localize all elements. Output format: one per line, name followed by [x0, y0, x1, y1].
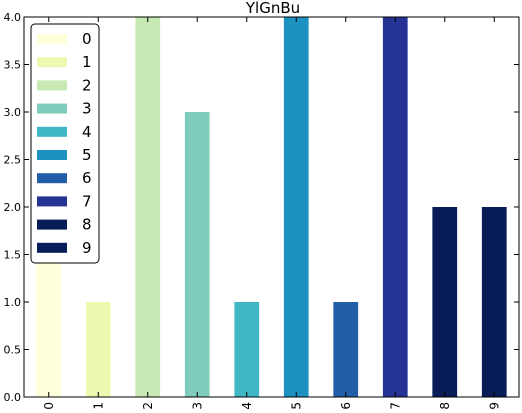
legend-swatch-7 [37, 196, 67, 207]
bar-2 [135, 17, 161, 397]
legend-label: 1 [82, 53, 92, 71]
x-tick-label: 4 [240, 402, 254, 410]
y-tick-label: 1.5 [4, 249, 22, 262]
y-tick-label: 3.0 [4, 106, 22, 119]
legend-label: 2 [82, 76, 92, 94]
y-axis: 0.0 0.5 1.0 1.5 2.0 2.5 3.0 3.5 4.0 [4, 11, 519, 404]
y-tick-label: 1.0 [4, 296, 22, 309]
legend-swatch-8 [37, 219, 67, 230]
x-tick-label: 8 [438, 402, 452, 410]
legend-swatch-3 [37, 103, 67, 114]
x-tick-label: 3 [190, 402, 204, 410]
bar-3 [184, 112, 210, 397]
legend-swatch-6 [37, 173, 67, 184]
legend-label: 0 [82, 30, 92, 48]
legend-label: 9 [82, 239, 92, 257]
y-tick-label: 4.0 [4, 11, 22, 24]
legend-label: 6 [82, 169, 92, 187]
bar-7 [382, 17, 408, 397]
chart-title: YlGnBu [245, 0, 300, 17]
legend-swatch-9 [37, 242, 67, 253]
legend-label: 3 [82, 100, 92, 118]
legend-label: 8 [82, 216, 92, 234]
bar-1 [85, 302, 111, 397]
bar-9 [481, 207, 507, 397]
legend-swatch-5 [37, 150, 67, 160]
legend-label: 5 [82, 146, 92, 164]
x-tick-label: 6 [339, 402, 353, 410]
legend-swatch-1 [37, 57, 67, 68]
x-tick-label: 1 [91, 402, 105, 410]
y-tick-label: 0.5 [4, 344, 22, 357]
y-tick-label: 0.0 [4, 391, 22, 404]
bar-8 [432, 207, 458, 397]
legend-label: 7 [82, 192, 92, 210]
x-tick-label: 0 [42, 402, 56, 410]
x-axis: 0 1 2 3 4 5 6 7 8 9 [42, 17, 501, 410]
x-tick-label: 9 [487, 402, 501, 410]
y-tick-label: 2.0 [4, 201, 22, 214]
y-tick-label: 3.5 [4, 59, 22, 72]
legend-label: 4 [82, 123, 92, 141]
x-tick-label: 5 [289, 402, 303, 410]
legend-swatch-2 [37, 80, 67, 91]
legend: 0 1 2 3 4 5 6 7 8 9 [30, 23, 100, 264]
x-tick-label: 7 [388, 402, 402, 410]
bar-6 [333, 302, 359, 397]
bar-5 [283, 17, 309, 397]
legend-swatch-4 [37, 126, 67, 137]
legend-swatch-0 [37, 34, 67, 44]
y-tick-label: 2.5 [4, 154, 22, 167]
bars-group [36, 17, 507, 397]
x-tick-label: 2 [141, 402, 155, 410]
bar-4 [234, 302, 260, 397]
